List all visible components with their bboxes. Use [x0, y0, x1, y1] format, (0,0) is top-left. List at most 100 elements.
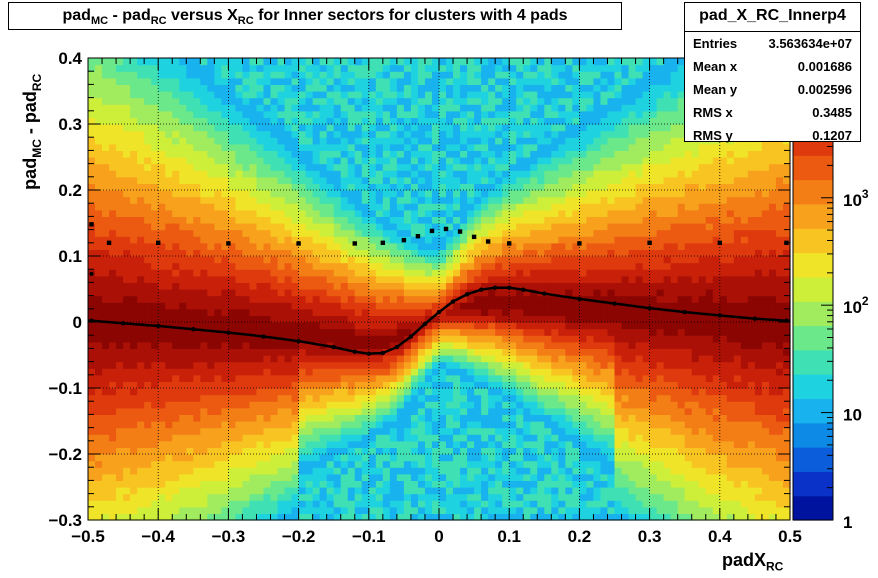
- heatmap-cell: [382, 381, 391, 389]
- heatmap-cell: [551, 110, 559, 118]
- heatmap-cell: [523, 91, 531, 99]
- heatmap-cell: [544, 223, 552, 231]
- heatmap-cell: [537, 64, 545, 72]
- heatmap-cell: [284, 447, 293, 455]
- heatmap-cell: [382, 407, 391, 415]
- heatmap-cell: [516, 394, 524, 402]
- heatmap-cell: [516, 513, 524, 521]
- heatmap-cell: [431, 374, 440, 382]
- heatmap-cell: [326, 130, 335, 138]
- heatmap-cell: [551, 381, 559, 389]
- heatmap-cell: [298, 322, 307, 330]
- heatmap-cell: [382, 315, 391, 323]
- heatmap-cell: [221, 209, 229, 217]
- heatmap-cell: [242, 460, 251, 468]
- heatmap-cell: [235, 460, 244, 468]
- heatmap-cell: [439, 315, 447, 323]
- heatmap-cell: [523, 203, 531, 211]
- heatmap-cell: [439, 289, 447, 297]
- heatmap-cell: [495, 64, 503, 72]
- heatmap-cell: [123, 341, 131, 349]
- heatmap-cell: [144, 269, 152, 277]
- heatmap-cell: [221, 262, 229, 270]
- heatmap-cell: [186, 190, 194, 198]
- heatmap-cell: [179, 282, 187, 290]
- heatmap-cell: [319, 97, 328, 105]
- heatmap-cell: [88, 467, 96, 475]
- heatmap-cell: [116, 368, 124, 376]
- heatmap-cell: [319, 117, 328, 125]
- heatmap-cell: [221, 506, 229, 514]
- heatmap-cell: [116, 493, 124, 501]
- heatmap-cell: [88, 143, 96, 151]
- heatmap-cell: [256, 295, 265, 303]
- heatmap-cell: [186, 176, 194, 184]
- heatmap-cell: [291, 289, 300, 297]
- heatmap-cell: [130, 322, 138, 330]
- heatmap-cell: [221, 110, 229, 118]
- heatmap-cell: [284, 368, 293, 376]
- heatmap-cell: [467, 269, 475, 277]
- heatmap-cell: [460, 203, 468, 211]
- heatmap-cell: [439, 414, 447, 422]
- heatmap-cell: [333, 440, 342, 448]
- heatmap-cell: [460, 295, 468, 303]
- heatmap-cell: [326, 302, 335, 310]
- heatmap-cell: [509, 110, 517, 118]
- heatmap-cell: [361, 513, 370, 521]
- heatmap-cell: [558, 328, 566, 336]
- heatmap-cell: [200, 157, 208, 165]
- heatmap-cell: [291, 269, 300, 277]
- heatmap-cell: [579, 500, 588, 508]
- heatmap-cell: [263, 77, 272, 85]
- heatmap-cell: [467, 427, 475, 435]
- heatmap-cell: [460, 348, 468, 356]
- heatmap-cell: [221, 289, 229, 297]
- heatmap-cell: [319, 427, 328, 435]
- heatmap-cell: [410, 473, 419, 481]
- heatmap-cell: [312, 269, 321, 277]
- heatmap-cell: [439, 163, 447, 171]
- heatmap-cell: [242, 361, 251, 369]
- heatmap-cell: [488, 427, 496, 435]
- heatmap-cell: [305, 341, 314, 349]
- heatmap-cell: [558, 176, 566, 184]
- heatmap-cell: [396, 84, 405, 92]
- heatmap-cell: [502, 150, 510, 158]
- heatmap-cell: [446, 84, 454, 92]
- heatmap-cell: [530, 368, 538, 376]
- heatmap-cell: [144, 467, 152, 475]
- heatmap-cell: [530, 262, 538, 270]
- heatmap-cell: [270, 130, 279, 138]
- heatmap-cell: [460, 447, 468, 455]
- heatmap-cell: [151, 394, 159, 402]
- heatmap-cell: [200, 229, 208, 237]
- heatmap-cell: [95, 104, 103, 112]
- heatmap-cell: [137, 348, 145, 356]
- heatmap-cell: [137, 163, 145, 171]
- heatmap-cell: [375, 130, 384, 138]
- heatmap-cell: [417, 150, 426, 158]
- heatmap-cell: [481, 58, 489, 66]
- heatmap-cell: [502, 500, 510, 508]
- heatmap-cell: [256, 124, 265, 132]
- heatmap-cell: [354, 361, 363, 369]
- heatmap-cell: [137, 176, 145, 184]
- heatmap-cell: [88, 117, 96, 125]
- heatmap-cell: [453, 137, 461, 145]
- heatmap-cell: [109, 236, 117, 244]
- heatmap-cell: [537, 183, 545, 191]
- heatmap-cell: [263, 143, 272, 151]
- heatmap-cell: [137, 328, 145, 336]
- heatmap-cell: [200, 335, 208, 343]
- heatmap-cell: [417, 117, 426, 125]
- heatmap-cell: [130, 427, 138, 435]
- heatmap-cell: [291, 130, 300, 138]
- heatmap-cell: [214, 355, 222, 363]
- heatmap-cell: [523, 143, 531, 151]
- heatmap-cell: [460, 374, 468, 382]
- heatmap-cell: [530, 500, 538, 508]
- heatmap-cell: [340, 64, 349, 72]
- heatmap-cell: [235, 275, 244, 283]
- heatmap-cell: [319, 104, 328, 112]
